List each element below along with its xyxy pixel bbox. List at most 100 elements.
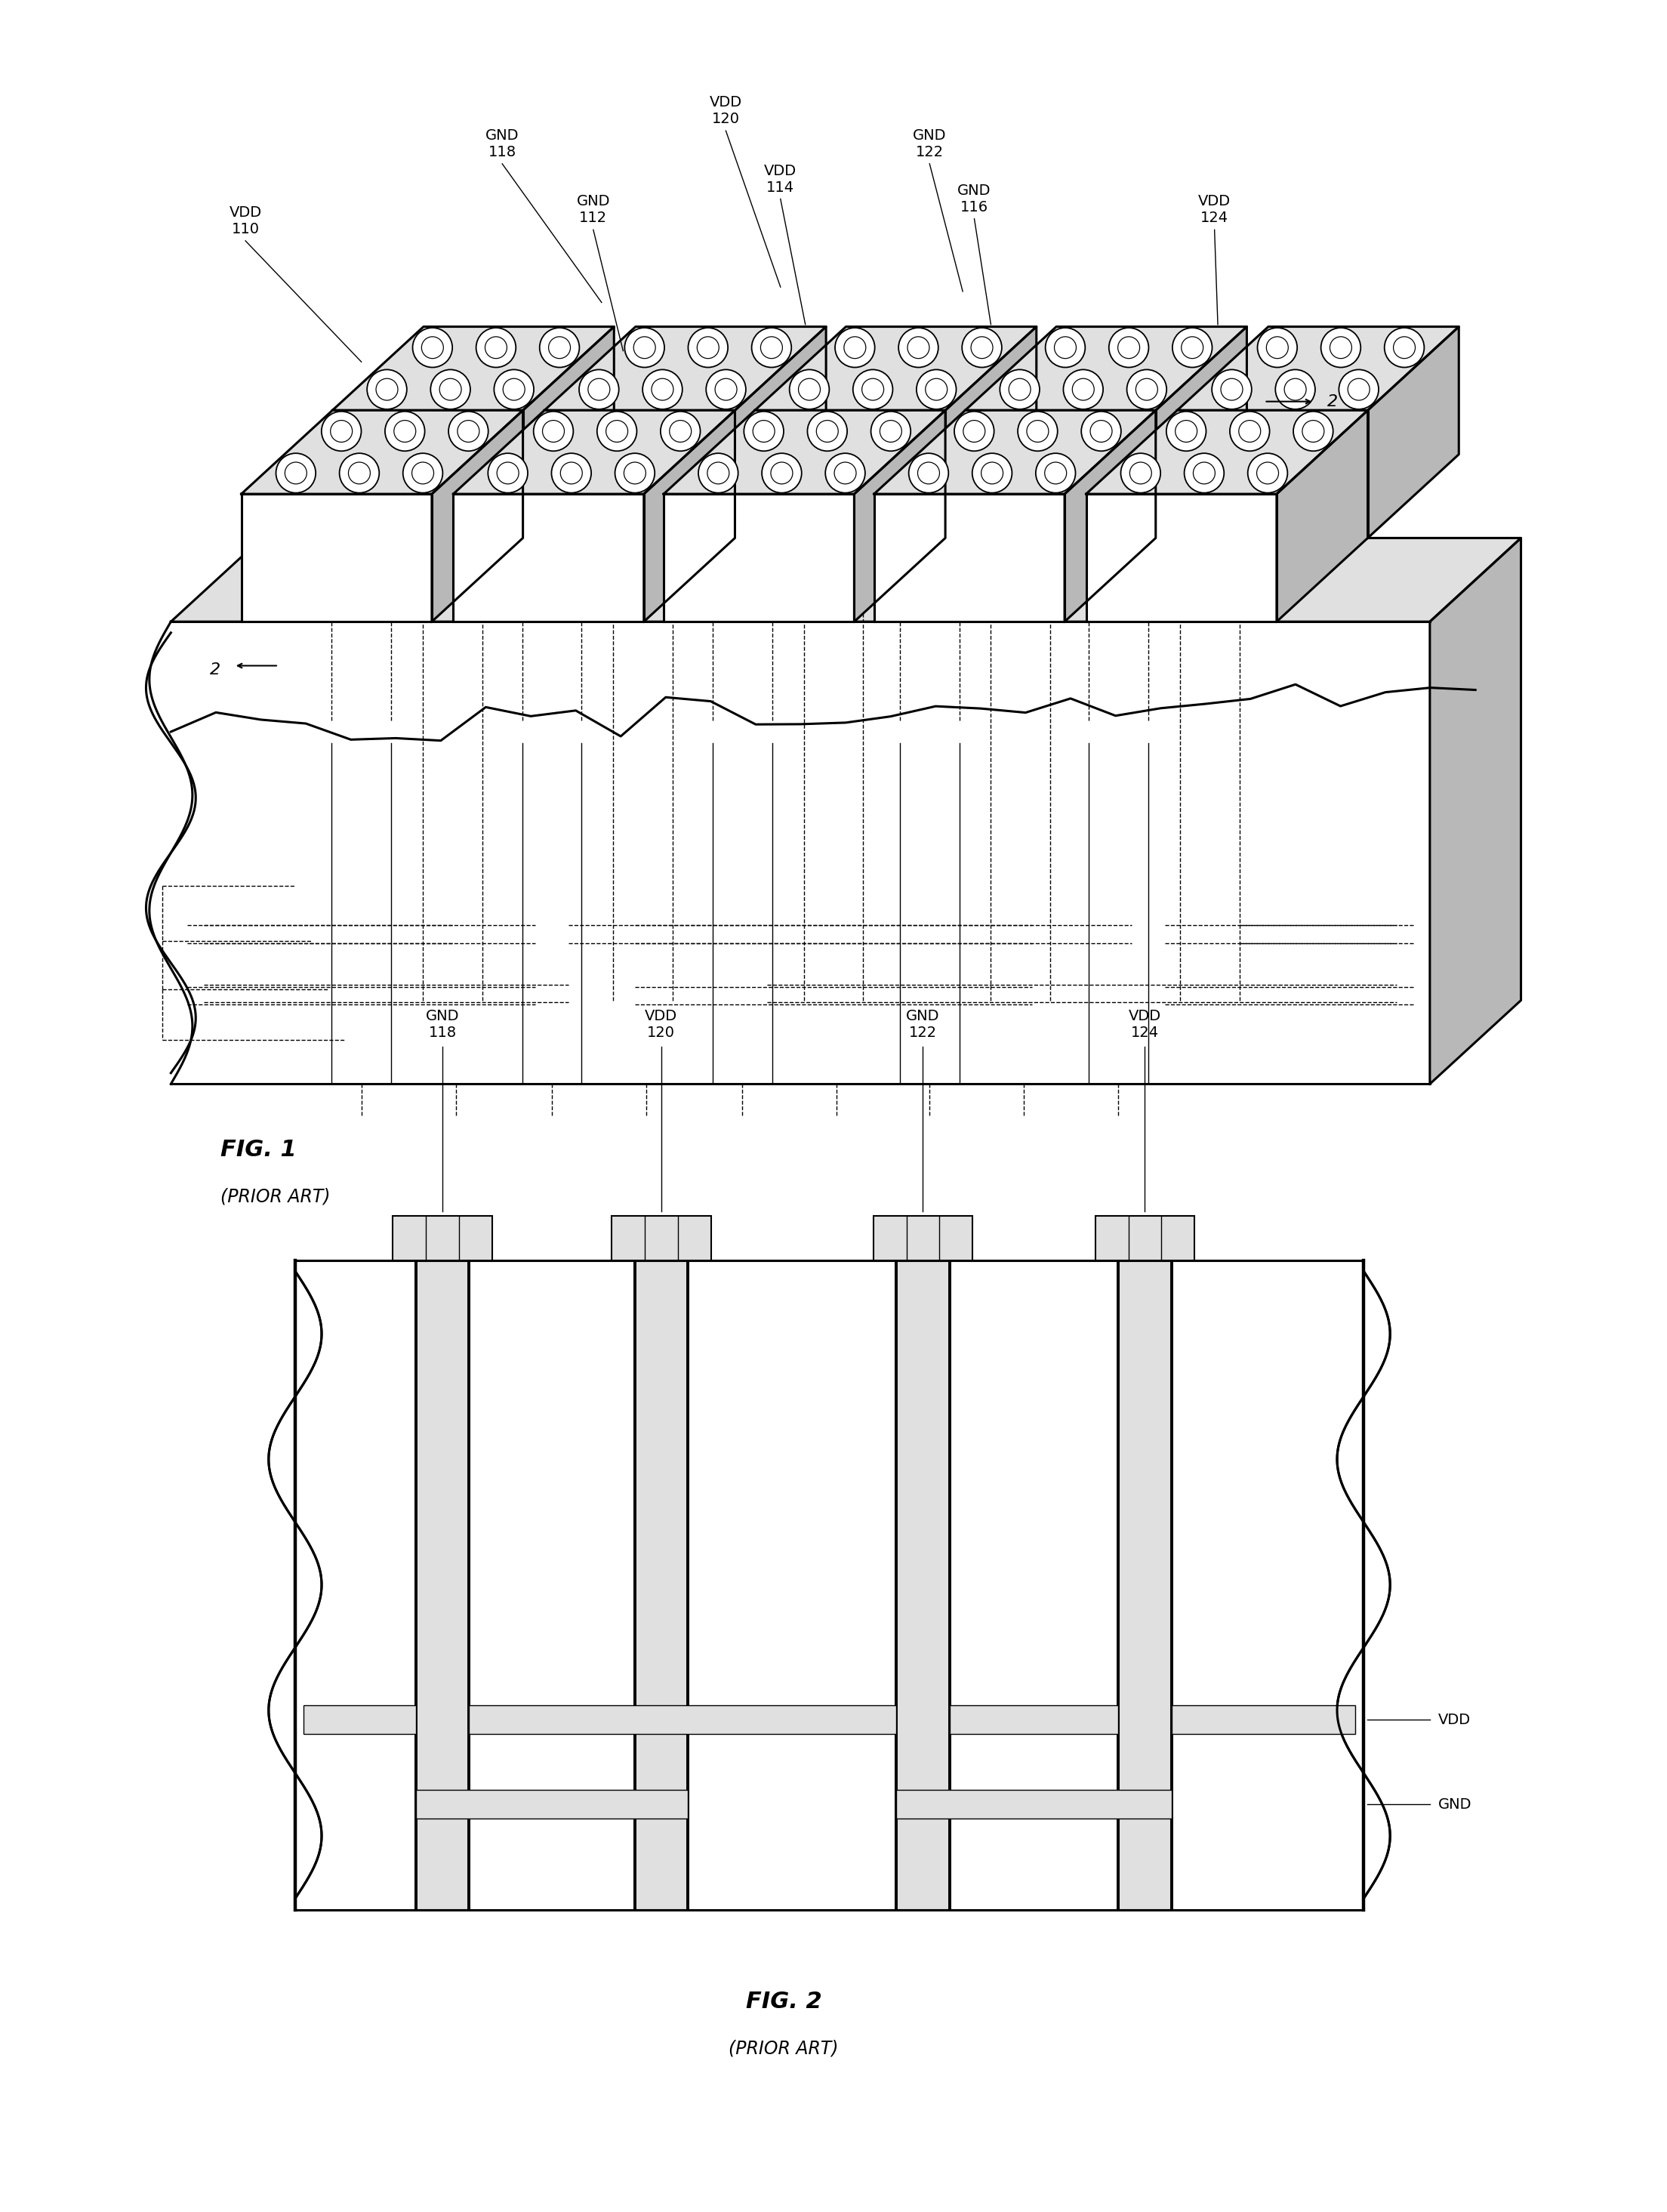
Polygon shape [453, 493, 643, 622]
Bar [897, 1790, 1172, 1818]
Ellipse shape [1072, 378, 1094, 400]
Ellipse shape [348, 462, 370, 484]
Ellipse shape [625, 327, 665, 367]
Polygon shape [874, 409, 1155, 493]
Ellipse shape [909, 453, 949, 493]
Text: FIG. 2: FIG. 2 [745, 1991, 822, 2013]
Ellipse shape [899, 327, 939, 367]
Text: GND
112: GND 112 [577, 195, 610, 226]
Ellipse shape [982, 462, 1004, 484]
Ellipse shape [1119, 336, 1140, 358]
Ellipse shape [970, 336, 994, 358]
Ellipse shape [1302, 420, 1324, 442]
Ellipse shape [752, 327, 792, 367]
Text: (PRIOR ART): (PRIOR ART) [728, 2039, 839, 2057]
Text: 2: 2 [1327, 394, 1339, 409]
Text: 2: 2 [210, 664, 220, 677]
Polygon shape [523, 327, 613, 538]
Ellipse shape [497, 462, 518, 484]
Ellipse shape [964, 420, 985, 442]
Ellipse shape [615, 453, 655, 493]
Ellipse shape [1064, 369, 1104, 409]
Ellipse shape [1230, 411, 1270, 451]
Ellipse shape [440, 378, 462, 400]
Ellipse shape [1257, 327, 1297, 367]
Polygon shape [1177, 409, 1367, 538]
Ellipse shape [1267, 336, 1289, 358]
Polygon shape [663, 493, 854, 622]
Ellipse shape [1220, 378, 1242, 400]
Ellipse shape [560, 462, 582, 484]
Ellipse shape [1135, 378, 1157, 400]
Bar [417, 1261, 468, 1909]
Ellipse shape [1394, 336, 1415, 358]
Ellipse shape [753, 420, 775, 442]
Ellipse shape [917, 462, 940, 484]
Ellipse shape [633, 336, 655, 358]
Text: GND
116: GND 116 [957, 184, 992, 215]
Bar [417, 1790, 688, 1818]
Ellipse shape [393, 420, 415, 442]
Polygon shape [1087, 493, 1277, 622]
Ellipse shape [1184, 453, 1224, 493]
Ellipse shape [917, 369, 957, 409]
Ellipse shape [367, 369, 407, 409]
Ellipse shape [578, 369, 618, 409]
Polygon shape [663, 409, 945, 493]
Ellipse shape [457, 420, 480, 442]
Ellipse shape [1212, 369, 1252, 409]
Ellipse shape [1090, 420, 1112, 442]
Ellipse shape [597, 411, 637, 451]
Ellipse shape [1167, 411, 1207, 451]
Ellipse shape [834, 462, 857, 484]
Ellipse shape [1127, 369, 1167, 409]
Ellipse shape [503, 378, 525, 400]
Ellipse shape [907, 336, 929, 358]
Bar [303, 1705, 417, 1734]
Ellipse shape [540, 327, 580, 367]
Bar [635, 1261, 688, 1909]
Bar [1119, 1261, 1172, 1909]
Polygon shape [1177, 327, 1459, 409]
Text: VDD
124: VDD 124 [1199, 195, 1230, 226]
Ellipse shape [1000, 369, 1040, 409]
Ellipse shape [825, 453, 865, 493]
Polygon shape [332, 327, 613, 409]
Ellipse shape [1284, 378, 1307, 400]
Ellipse shape [413, 327, 452, 367]
Ellipse shape [697, 336, 718, 358]
Ellipse shape [835, 327, 875, 367]
Ellipse shape [790, 369, 828, 409]
Bar [393, 1217, 492, 1261]
Ellipse shape [448, 411, 488, 451]
Polygon shape [1430, 538, 1520, 1084]
Ellipse shape [652, 378, 673, 400]
Polygon shape [432, 409, 523, 622]
Ellipse shape [493, 369, 533, 409]
Ellipse shape [340, 453, 378, 493]
Ellipse shape [1054, 336, 1077, 358]
Ellipse shape [862, 378, 884, 400]
Ellipse shape [743, 411, 783, 451]
Ellipse shape [1194, 462, 1215, 484]
Text: VDD
120: VDD 120 [710, 95, 742, 126]
Ellipse shape [377, 378, 398, 400]
Ellipse shape [660, 411, 700, 451]
Polygon shape [332, 409, 523, 538]
Ellipse shape [707, 369, 745, 409]
Ellipse shape [1330, 336, 1352, 358]
Ellipse shape [807, 411, 847, 451]
Polygon shape [735, 327, 827, 538]
Ellipse shape [954, 411, 994, 451]
Bar [468, 1705, 897, 1734]
Ellipse shape [385, 411, 425, 451]
Ellipse shape [430, 369, 470, 409]
Ellipse shape [533, 411, 573, 451]
Polygon shape [1065, 409, 1155, 622]
Ellipse shape [412, 462, 433, 484]
Text: GND
118: GND 118 [485, 128, 518, 159]
Polygon shape [755, 409, 945, 538]
Ellipse shape [542, 420, 565, 442]
Ellipse shape [817, 420, 839, 442]
Ellipse shape [1019, 411, 1057, 451]
